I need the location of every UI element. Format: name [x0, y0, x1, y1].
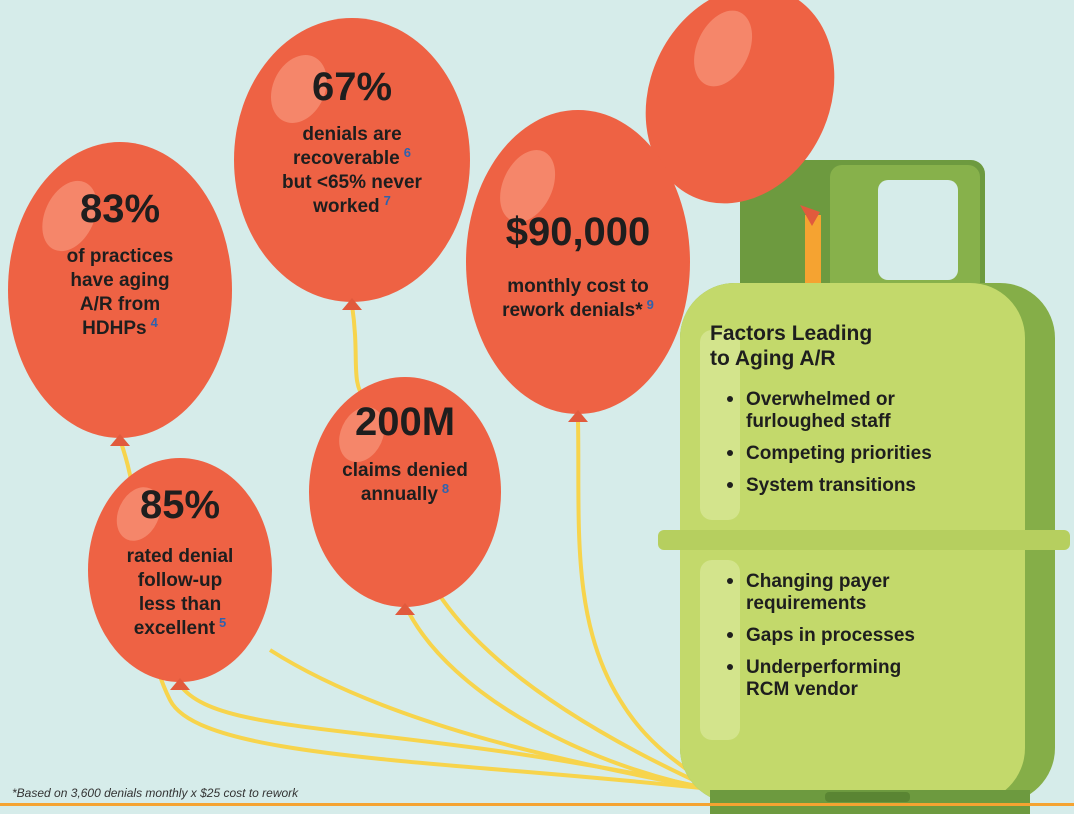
balloon-line: but <65% never	[282, 172, 423, 193]
balloon-line-text: have aging	[70, 270, 169, 291]
balloon-line-text: HDHPs	[82, 318, 146, 339]
bullet-dot	[727, 632, 733, 638]
balloon-line: have aging	[70, 270, 169, 291]
tank-title: to Aging A/R	[710, 347, 836, 370]
bullet-text: Underperforming	[746, 657, 901, 678]
bullet-text: Overwhelmed or	[746, 389, 895, 410]
balloon-line: monthly cost to	[507, 276, 648, 297]
footnote-ref: 6	[404, 145, 411, 160]
balloon-line: worked 7	[312, 193, 391, 217]
balloon-line: recoverable 6	[293, 145, 411, 169]
balloon-line-text: rated denial	[127, 546, 234, 567]
balloon-line-text: monthly cost to	[507, 276, 648, 297]
balloon-line: denials are	[302, 124, 401, 145]
balloon-line-text: follow-up	[138, 570, 222, 591]
bullet-text: Changing payer	[746, 571, 890, 592]
balloon-line: rated denial	[127, 546, 234, 567]
footnote-ref: 9	[647, 297, 654, 312]
balloon-line-text: annually	[361, 484, 439, 505]
tank-foot-slot	[825, 792, 910, 802]
tank-band	[658, 530, 1070, 550]
footnote-ref: 5	[219, 615, 226, 630]
balloon-stat: $90,000	[506, 210, 651, 254]
balloon-line-text: claims denied	[342, 460, 468, 481]
balloon-stat: 83%	[80, 187, 160, 231]
bullet-text: Gaps in processes	[746, 625, 915, 646]
bullet-text: System transitions	[746, 475, 916, 496]
balloon-line: A/R from	[80, 294, 160, 315]
balloon-line: follow-up	[138, 570, 222, 591]
footnote: *Based on 3,600 denials monthly x $25 co…	[12, 786, 299, 800]
bullet-text: furloughed staff	[746, 411, 891, 432]
bullet-dot	[727, 396, 733, 402]
tank-handle-hole	[878, 180, 958, 280]
tank-highlight	[700, 560, 740, 740]
balloon-line-text: of practices	[67, 246, 174, 267]
bottom-rule	[0, 803, 1074, 806]
balloon-line: claims denied	[342, 460, 468, 481]
balloon-line: less than	[139, 594, 221, 615]
tank-title: Factors Leading	[710, 322, 872, 345]
bullet-text: Competing priorities	[746, 443, 932, 464]
balloon-line-text: less than	[139, 594, 221, 615]
balloon-stat: 200M	[355, 400, 455, 444]
balloon-line-text: worked	[312, 196, 380, 217]
balloon-line-text: recoverable	[293, 148, 400, 169]
bullet-dot	[727, 578, 733, 584]
footnote-ref: 8	[442, 481, 449, 496]
balloon-line-text: A/R from	[80, 294, 160, 315]
bullet-text: RCM vendor	[746, 679, 859, 700]
infographic: 83% of practices have aging A/R from HDHPs 4 6…	[0, 0, 1074, 814]
balloon-stat: 67%	[312, 65, 392, 109]
balloon-line-text: rework denials*	[502, 300, 643, 321]
bullet-dot	[727, 664, 733, 670]
balloon-line: rework denials* 9	[502, 297, 654, 321]
balloon-line-text: denials are	[302, 124, 401, 145]
balloon-line-text: but <65% never	[282, 172, 423, 193]
balloon-body	[466, 110, 690, 414]
bullet-text: requirements	[746, 593, 866, 614]
footnote-ref: 7	[384, 193, 391, 208]
tank-valve	[805, 215, 821, 290]
bullet-dot	[727, 482, 733, 488]
balloon-line: of practices	[67, 246, 174, 267]
footnote-ref: 4	[151, 315, 159, 330]
balloon-stat: 85%	[140, 483, 220, 527]
balloon-line-text: excellent	[134, 618, 216, 639]
bullet-dot	[727, 450, 733, 456]
